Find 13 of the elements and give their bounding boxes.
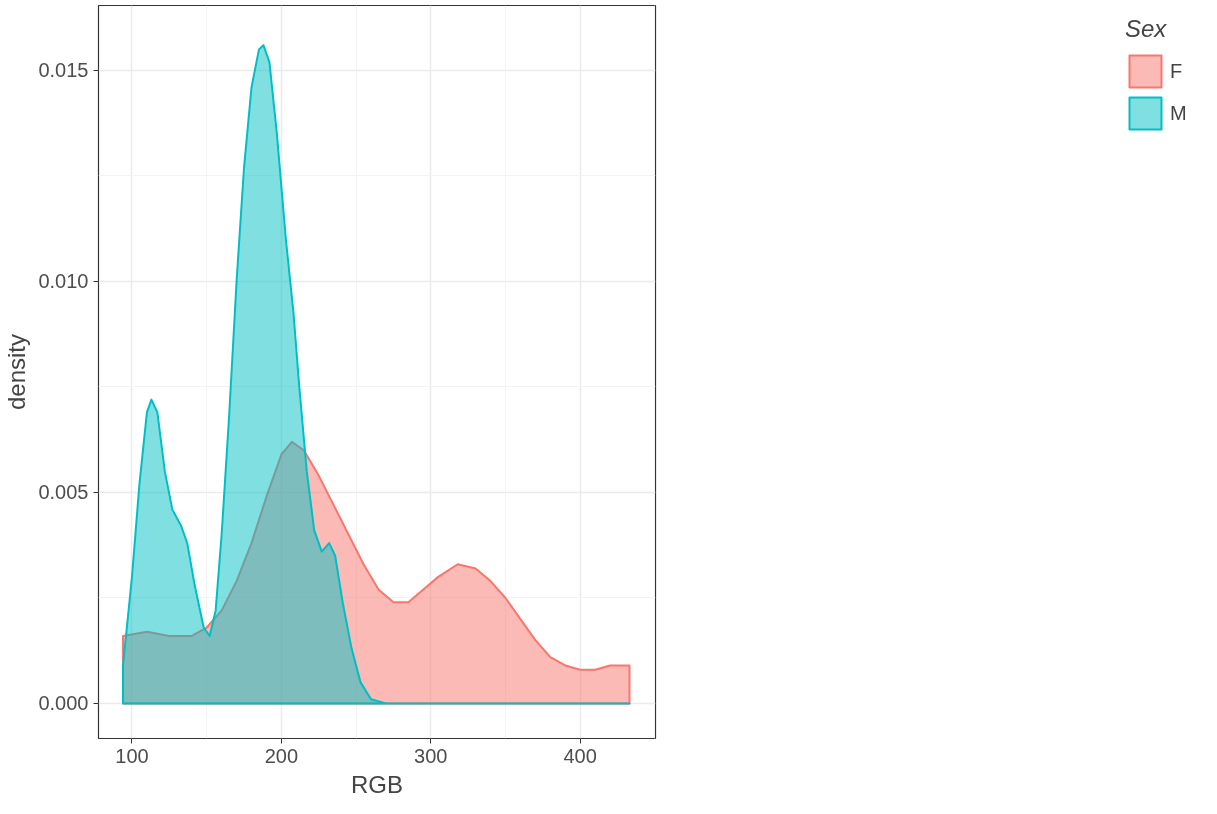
legend-title: Sex bbox=[1125, 15, 1168, 43]
legend-label: F bbox=[1170, 59, 1184, 83]
legend-label: M bbox=[1170, 101, 1188, 125]
y-tick-label: 0.005 bbox=[38, 481, 89, 504]
x-axis-title: RGB bbox=[351, 770, 404, 798]
y-tick-label: 0.000 bbox=[38, 692, 89, 715]
y-tick-label: 0.010 bbox=[38, 270, 89, 293]
y-axis-title: density bbox=[3, 333, 31, 411]
x-tick-label: 200 bbox=[264, 744, 299, 767]
y-tick-label: 0.015 bbox=[38, 59, 89, 82]
x-tick-label: 300 bbox=[414, 744, 448, 767]
x-tick-label: 400 bbox=[563, 744, 597, 767]
x-tick-label: 100 bbox=[115, 744, 149, 767]
